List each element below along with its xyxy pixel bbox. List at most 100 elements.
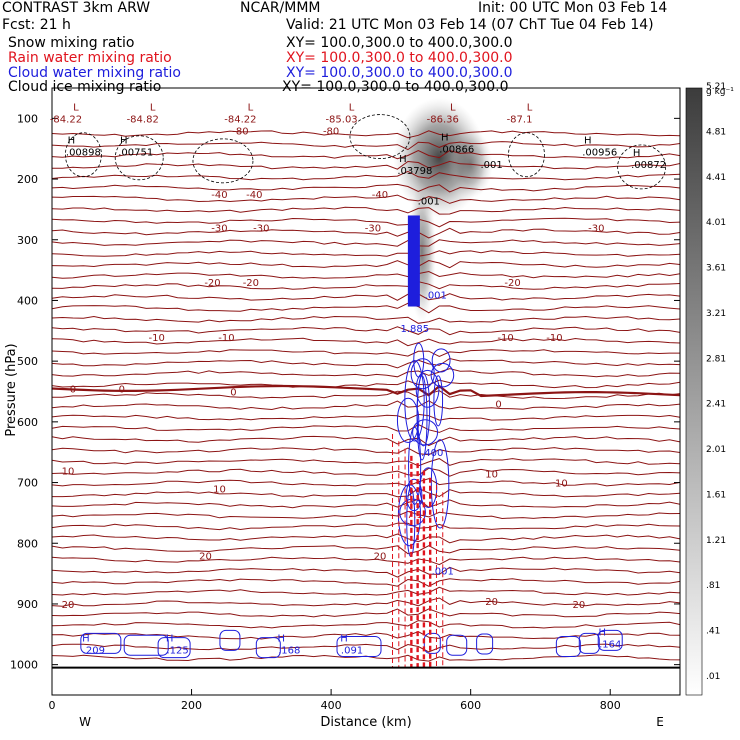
forecast-hour: Fcst: 21 h — [2, 17, 71, 33]
isotherm-line — [52, 337, 680, 347]
rain-high-label: 7.1 — [407, 510, 423, 521]
cloud-water-contour — [255, 637, 281, 659]
cloud-water-contour — [597, 629, 623, 651]
cloud-water-high-label: .168 — [278, 645, 300, 656]
colorbar-level-label: .81 — [706, 581, 720, 591]
field-xy-cloud-water: XY= 100.0,300.0 to 400.0,300.0 — [286, 65, 513, 81]
isotherm-line — [52, 423, 680, 433]
x-axis-title: Distance (km) — [320, 715, 411, 730]
field-name-snow: Snow mixing ratio — [8, 35, 135, 51]
temperature-contour-label: -20 — [204, 278, 220, 289]
colorbar-unit: g kg⁻¹ — [706, 87, 734, 97]
isotherm-line — [52, 130, 680, 139]
y-tick-label: 600 — [17, 416, 38, 429]
snow-high-label: .00898 — [66, 148, 101, 159]
snow-high-marker: H — [399, 154, 407, 165]
y-tick-label: 300 — [17, 234, 38, 247]
colorbar-level-label: 2.01 — [706, 445, 726, 455]
isotherm-line — [52, 586, 680, 596]
x-tick-label: 400 — [321, 699, 342, 712]
temperature-contour-label: 10 — [62, 466, 75, 477]
cloud-water-contour — [555, 635, 581, 657]
isotherm-line — [52, 510, 680, 520]
temperature-contour-label: 20 — [374, 551, 387, 562]
isotherm-line — [52, 498, 680, 509]
isotherm-line — [52, 270, 680, 279]
y-tick-label: 1000 — [10, 659, 38, 672]
isotherm-line — [52, 533, 680, 544]
cloud-ice-contour — [349, 114, 411, 159]
temperature-contour-label: 10 — [485, 469, 498, 480]
colorbar-level-label: 1.21 — [706, 536, 726, 546]
colorbar-level-label: 2.41 — [706, 400, 726, 410]
temperature-low-marker: L — [349, 102, 355, 113]
snow-high-marker: H — [441, 133, 449, 144]
isotherm-line — [52, 578, 680, 587]
cloud-water-high-marker: H — [598, 627, 606, 638]
temperature-contour-label: -84.22 — [50, 114, 82, 125]
temperature-low-marker: L — [248, 102, 254, 113]
isotherm-line — [52, 357, 680, 369]
temperature-low-marker: L — [73, 102, 79, 113]
colorbar-level-label: 4.41 — [706, 173, 726, 183]
isotherm-line — [52, 413, 680, 421]
organization-label: NCAR/MMM — [240, 0, 321, 16]
cloud-water-high-marker: H — [82, 633, 90, 644]
cloud-water-contour — [412, 419, 439, 446]
cloud-water-label: .400 — [421, 448, 443, 459]
cloud-water-high-label: .209 — [83, 645, 105, 656]
cloud-water-high-marker: H — [277, 633, 285, 644]
isotherm-line — [52, 487, 680, 498]
isotherm-line — [52, 227, 680, 239]
isotherm-line — [52, 368, 680, 378]
isotherm-line — [52, 160, 680, 170]
temperature-contour-label: -10 — [497, 333, 513, 344]
isotherm-line — [52, 458, 680, 467]
isotherm-line — [52, 302, 680, 314]
cloud-water-contour — [405, 478, 423, 512]
colorbar-level-label: 3.21 — [706, 309, 726, 319]
isotherm-line — [52, 239, 680, 247]
colorbar-level-label: .41 — [706, 627, 720, 637]
cloud-water-contour — [399, 498, 426, 527]
temperature-contour-label: -84.22 — [224, 114, 256, 125]
isotherm-line — [52, 326, 680, 336]
x-end-label-east: E — [656, 715, 664, 729]
temperature-low-marker: L — [527, 102, 533, 113]
cloud-ice-contour — [508, 132, 545, 178]
isotherm-line — [52, 315, 680, 324]
snow-high-marker: H — [584, 136, 592, 147]
temperature-contour-label: -80 — [232, 126, 248, 137]
cloud-water-contour — [476, 633, 494, 655]
cloud-ice-label: .001 — [480, 160, 502, 171]
x-tick-label: 600 — [460, 699, 481, 712]
temperature-contour-label: -30 — [588, 224, 604, 235]
snow-high-marker: H — [120, 136, 128, 147]
isotherm-line — [52, 643, 680, 653]
snow-high-label: .03798 — [397, 166, 432, 177]
colorbar-level-label: 3.61 — [706, 264, 726, 274]
temperature-contour-label: -80 — [323, 126, 339, 137]
colorbar — [685, 87, 703, 696]
temperature-contour-label: 20 — [62, 600, 75, 611]
field-xy-snow: XY= 100.0,300.0 to 400.0,300.0 — [286, 35, 513, 51]
cloud-water-contour — [430, 362, 455, 388]
temperature-contour-label: 0 — [70, 384, 76, 395]
cloud-water-contour — [446, 634, 468, 656]
isotherm-line — [52, 522, 680, 531]
isotherm-line — [52, 183, 680, 193]
cloud-water-high-label: .091 — [341, 645, 363, 656]
cloud-ice-contour — [114, 135, 164, 181]
isotherm-line — [52, 194, 680, 204]
cloud-water-contour — [430, 439, 450, 529]
snow-high-label: .00872 — [631, 160, 666, 171]
colorbar-level-label: 2.81 — [706, 354, 726, 364]
temperature-contour-label: -30 — [211, 224, 227, 235]
cloud-water-contour — [404, 359, 425, 442]
temperature-contour-label: -40 — [372, 190, 388, 201]
temperature-contour-label: 20 — [485, 597, 498, 608]
isotherm-line — [52, 281, 680, 290]
colorbar-level-label: 4.01 — [706, 218, 726, 228]
temperature-contour-label: -40 — [246, 190, 262, 201]
